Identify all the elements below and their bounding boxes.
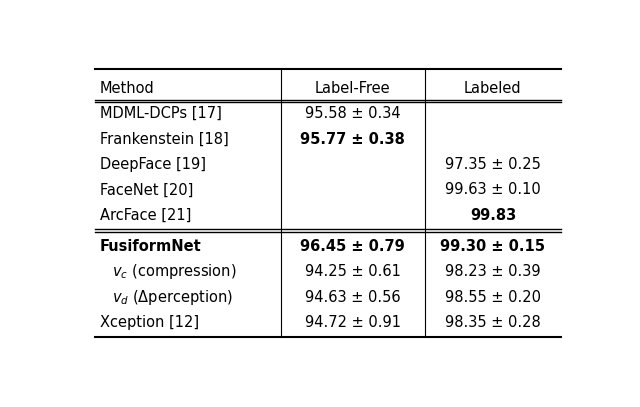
Text: 97.35 ± 0.25: 97.35 ± 0.25 [445, 157, 541, 172]
Text: MDML-DCPs [17]: MDML-DCPs [17] [100, 106, 221, 121]
Text: Method: Method [100, 81, 155, 96]
Text: Xception [12]: Xception [12] [100, 315, 199, 330]
Text: 99.30 ± 0.15: 99.30 ± 0.15 [440, 239, 545, 254]
Text: 96.45 ± 0.79: 96.45 ± 0.79 [300, 239, 405, 254]
Text: 95.77 ± 0.38: 95.77 ± 0.38 [300, 131, 405, 147]
Text: 94.63 ± 0.56: 94.63 ± 0.56 [305, 289, 401, 304]
Text: FaceNet [20]: FaceNet [20] [100, 182, 193, 197]
Text: Labeled: Labeled [464, 81, 522, 96]
Text: DeepFace [19]: DeepFace [19] [100, 157, 206, 172]
Text: 98.35 ± 0.28: 98.35 ± 0.28 [445, 315, 541, 330]
Text: 94.25 ± 0.61: 94.25 ± 0.61 [305, 264, 401, 279]
Text: 99.83: 99.83 [470, 208, 516, 223]
Text: 95.58 ± 0.34: 95.58 ± 0.34 [305, 106, 401, 121]
Text: $v_c$ (compression): $v_c$ (compression) [112, 262, 237, 281]
Text: $v_d$ (Δperception): $v_d$ (Δperception) [112, 287, 233, 306]
Text: ArcFace [21]: ArcFace [21] [100, 208, 191, 223]
Text: FusiformNet: FusiformNet [100, 239, 202, 254]
Text: Label-Free: Label-Free [315, 81, 390, 96]
Text: Frankenstein [18]: Frankenstein [18] [100, 131, 228, 147]
Text: 98.23 ± 0.39: 98.23 ± 0.39 [445, 264, 541, 279]
Text: 98.55 ± 0.20: 98.55 ± 0.20 [445, 289, 541, 304]
Text: 94.72 ± 0.91: 94.72 ± 0.91 [305, 315, 401, 330]
Text: 99.63 ± 0.10: 99.63 ± 0.10 [445, 182, 541, 197]
